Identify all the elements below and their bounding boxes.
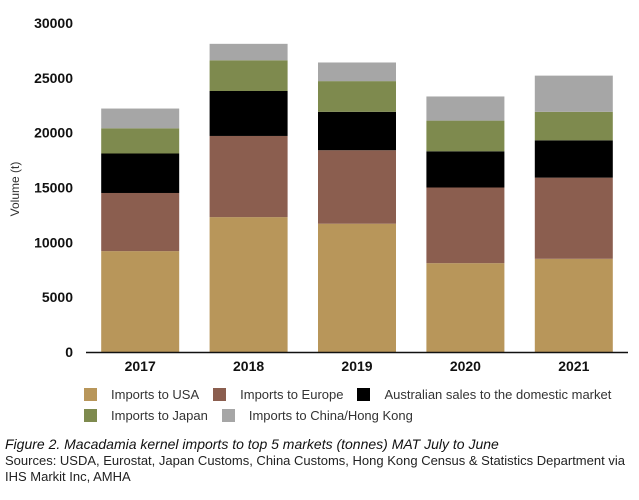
bar-segment-2021-0 [534,258,613,352]
bar-segment-2020-3 [426,120,505,152]
bar-segment-2018-2 [209,90,288,136]
bar-segment-2020-0 [426,263,505,352]
bar-segment-2020-1 [426,187,505,264]
bars [101,43,613,352]
y-tick-label: 20000 [34,125,73,141]
legend-item-japan: Imports to Japan [84,408,208,423]
x-tick-label-2020: 2020 [450,358,481,374]
bar-segment-2019-2 [318,111,396,151]
stacked-bar-chart: 0 5000 10000 15000 20000 25000 30000 Volume (t… [8,15,628,374]
y-axis-label: Volume (t) [8,162,22,217]
caption-title-line: Figure 2. Macadamia kernel imports to to… [5,436,635,453]
x-tick-label-2018: 2018 [233,358,264,374]
legend-label-domestic: Australian sales to the domestic market [384,387,612,402]
x-tick-label-2021: 2021 [558,358,589,374]
y-axis-ticks: 0 5000 10000 15000 20000 25000 30000 [34,15,73,360]
legend-item-usa: Imports to USA [84,387,199,402]
bar-segment-2019-0 [318,223,396,352]
bar-segment-2021-4 [534,75,613,112]
x-tick-label-2019: 2019 [341,358,372,374]
legend-label-usa: Imports to USA [111,387,200,402]
y-tick-label: 15000 [34,180,73,196]
legend-label-china: Imports to China/Hong Kong [248,408,413,423]
y-tick-label: 25000 [34,70,73,86]
bar-segment-2018-4 [209,43,288,61]
legend: Imports to USA Imports to Europe Austral… [84,384,634,426]
x-tick-label-2017: 2017 [125,358,156,374]
y-tick-label: 30000 [34,15,73,31]
legend-row-1: Imports to USA Imports to Europe Austral… [84,384,634,405]
bar-segment-2021-1 [534,177,613,259]
legend-item-china: Imports to China/Hong Kong [221,408,413,423]
bar-segment-2017-0 [101,251,180,352]
legend-item-europe: Imports to Europe [213,387,343,402]
bar-segment-2018-3 [209,60,288,91]
bar-segment-2021-2 [534,140,613,178]
x-axis-ticks: 2017 2018 2019 2020 2021 [125,358,590,374]
bar-segment-2019-1 [318,150,396,224]
legend-swatch-japan [84,409,97,422]
y-tick-label: 10000 [34,234,73,250]
bar-segment-2018-0 [209,217,288,352]
legend-item-domestic: Australian sales to the domestic market [357,387,611,402]
legend-swatch-europe [213,388,227,401]
bar-segment-2020-2 [426,151,505,188]
bar-segment-2017-2 [101,153,180,193]
bar-segment-2019-4 [318,62,396,82]
bar-segment-2018-1 [209,135,288,218]
figure-label: Figure 2. [5,436,61,452]
y-tick-label: 5000 [42,289,73,305]
bar-segment-2019-3 [318,81,396,112]
y-tick-label: 0 [65,344,73,360]
figure-caption: Figure 2. Macadamia kernel imports to to… [5,436,635,485]
legend-swatch-china [221,409,235,422]
bar-segment-2017-1 [101,192,180,252]
bar-segment-2017-4 [101,108,180,129]
legend-label-europe: Imports to Europe [240,387,344,402]
legend-swatch-domestic [357,388,371,401]
caption-sources: Sources: USDA, Eurostat, Japan Customs, … [5,453,625,484]
legend-label-japan: Imports to Japan [111,408,208,423]
legend-swatch-usa [84,388,97,401]
legend-row-2: Imports to Japan Imports to China/Hong K… [84,405,634,426]
figure-title: Macadamia kernel imports to top 5 market… [64,436,499,452]
bar-segment-2017-3 [101,128,180,154]
bar-segment-2021-3 [534,111,613,141]
bar-segment-2020-4 [426,96,505,121]
